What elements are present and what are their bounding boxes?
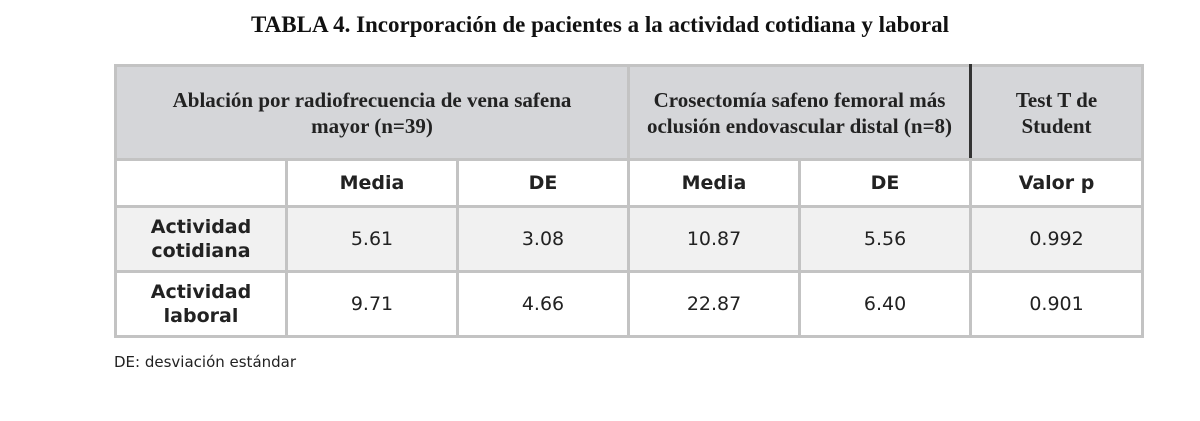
table-title: TABLA 4. Incorporación de pacientes a la… [251,12,949,37]
data-row: Actividad laboral 9.71 4.66 22.87 6.40 0… [114,270,1145,338]
row-label: Actividad laboral [114,270,288,338]
cell: 4.66 [455,270,631,338]
cell: 3.08 [455,205,631,273]
cell: 9.71 [285,270,459,338]
cell: 6.40 [798,270,973,338]
cell: 10.87 [627,205,802,273]
column-header: DE [455,158,631,208]
group-header-row: Ablación por radiofrecuencia de vena saf… [113,64,1145,161]
cell: 5.56 [798,205,973,273]
group-text: Test T de Student [1015,87,1098,138]
cell: 0.901 [969,270,1145,338]
column-header: DE [798,158,973,208]
column-header: Valor p [969,158,1145,208]
group-text: Crosectomía safeno femoral más oclusión … [646,87,953,138]
row-label-text: Actividad laboral [150,281,252,327]
cell: 22.87 [627,270,802,338]
data-row: Actividad cotidiana 5.61 3.08 10.87 5.56… [114,205,1145,273]
footnote: DE: desviación estándar [114,353,297,371]
group-header: Crosectomía safeno femoral más oclusión … [627,64,973,161]
empty-cell [114,158,288,208]
group-text: Ablación por radiofrecuencia de vena saf… [172,87,572,138]
column-header-row: Media DE Media DE Valor p [114,158,1145,208]
column-header: Media [285,158,459,208]
group-header: Ablación por radiofrecuencia de vena saf… [113,64,631,161]
cell: 5.61 [285,205,459,273]
row-label: Actividad cotidiana [114,205,288,273]
cell: 0.992 [969,205,1145,273]
group-header: Test T de Student [969,64,1145,161]
data-table: Ablación por radiofrecuencia de vena saf… [113,64,1145,338]
row-label-text: Actividad cotidiana [150,216,252,262]
column-header: Media [627,158,802,208]
